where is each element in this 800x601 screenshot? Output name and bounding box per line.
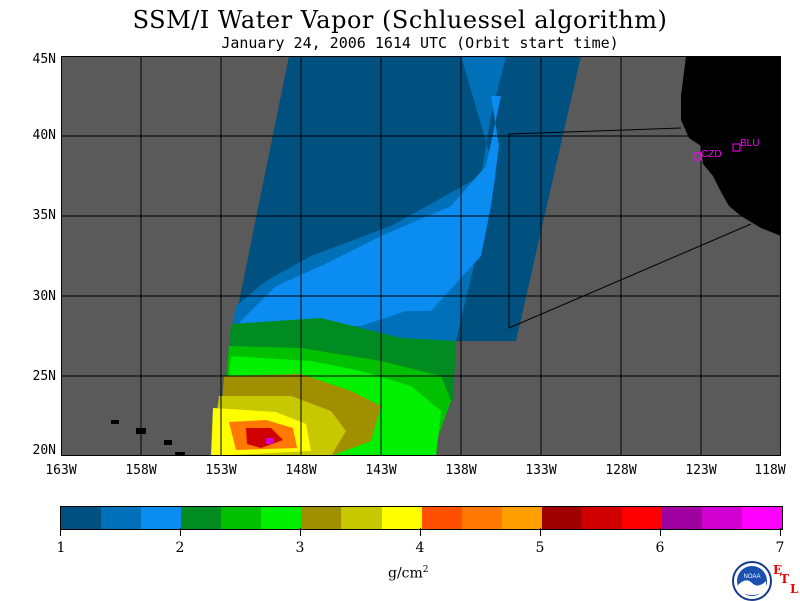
water-vapor-map: CZD BLU — [60, 55, 782, 457]
colorbar-swatch — [221, 507, 262, 529]
colorbar-swatch — [301, 507, 342, 529]
colorbar-swatch — [181, 507, 222, 529]
colorbar-swatch — [621, 507, 662, 529]
y-tick-label: 20N — [32, 443, 56, 458]
colorbar-swatch — [101, 507, 142, 529]
colorbar-tick-label: 2 — [175, 540, 185, 556]
land-california — [681, 56, 781, 236]
colorbar-tick-mark — [60, 528, 61, 536]
x-tick-label: 128W — [605, 463, 637, 478]
island — [164, 440, 172, 445]
colorbar-tick-label: 3 — [295, 540, 305, 556]
noaa-logo-text: NOAA — [743, 574, 760, 580]
colorbar-swatch — [381, 507, 422, 529]
station-blu-marker — [732, 143, 741, 152]
colorbar-tick-label: 7 — [775, 540, 785, 556]
x-tick-label: 158W — [125, 463, 157, 478]
colorbar-swatch — [581, 507, 622, 529]
x-tick-label: 118W — [754, 463, 786, 478]
units-exponent: 2 — [422, 565, 429, 575]
colorbar-swatch — [141, 507, 182, 529]
colorbar-swatch — [742, 507, 783, 529]
colorbar-swatch — [541, 507, 582, 529]
etl-letter-e: E — [773, 563, 783, 577]
noaa-logo: NOAA — [732, 561, 772, 601]
y-tick-label: 45N — [32, 52, 56, 67]
y-tick-label: 30N — [32, 289, 56, 304]
colorbar-swatch — [702, 507, 743, 529]
colorbar-units: g/cm2 — [388, 565, 429, 582]
station-blu: BLU — [732, 138, 759, 152]
colorbar-tick-label: 4 — [415, 540, 425, 556]
colorbar-tick-label: 6 — [655, 540, 665, 556]
station-blu-label: BLU — [740, 138, 759, 149]
x-tick-label: 138W — [445, 463, 477, 478]
units-base: g/cm — [388, 565, 423, 582]
chart-title: SSM/I Water Vapor (Schluessel algorithm) — [132, 6, 668, 34]
map-svg: CZD BLU — [60, 55, 782, 457]
x-tick-label: 123W — [685, 463, 717, 478]
station-czd-label: CZD — [701, 149, 722, 160]
colorbar-swatch — [461, 507, 502, 529]
colorbar-tick-mark — [180, 528, 181, 536]
colorbar-tick-label: 1 — [56, 540, 66, 556]
swath — [211, 56, 581, 456]
colorbar-swatch — [261, 507, 302, 529]
colorbar-swatch — [501, 507, 542, 529]
colorbar-tick-mark — [540, 528, 541, 536]
colorbar-swatch — [61, 507, 102, 529]
x-tick-label: 163W — [45, 463, 77, 478]
y-tick-label: 40N — [32, 128, 56, 143]
etl-letter-l: L — [790, 582, 799, 596]
colorbar-tick-mark — [420, 528, 421, 536]
map-frame — [61, 56, 781, 456]
colorbar-tick-mark — [660, 528, 661, 536]
x-tick-label: 153W — [205, 463, 237, 478]
etl-letter-t: T — [780, 572, 789, 586]
station-czd-marker — [693, 152, 702, 161]
x-tick-label: 133W — [525, 463, 557, 478]
colorbar-tick-mark — [780, 528, 781, 536]
colorbar-swatch — [661, 507, 702, 529]
colorbar-tick-mark — [300, 528, 301, 536]
x-tick-label: 143W — [365, 463, 397, 478]
y-tick-label: 35N — [32, 208, 56, 223]
colorbar-swatch — [341, 507, 382, 529]
island — [111, 420, 119, 424]
island — [175, 452, 185, 456]
station-czd: CZD — [693, 149, 722, 161]
chart-subtitle: January 24, 2006 1614 UTC (Orbit start t… — [221, 34, 619, 52]
colorbar — [60, 506, 783, 530]
colorbar-swatch — [421, 507, 462, 529]
x-tick-label: 148W — [285, 463, 317, 478]
colorbar-tick-label: 5 — [535, 540, 545, 556]
y-tick-label: 25N — [32, 369, 56, 384]
swath-band-magenta — [266, 438, 274, 444]
swath-band-light — [237, 96, 501, 326]
region-outline — [508, 127, 752, 329]
